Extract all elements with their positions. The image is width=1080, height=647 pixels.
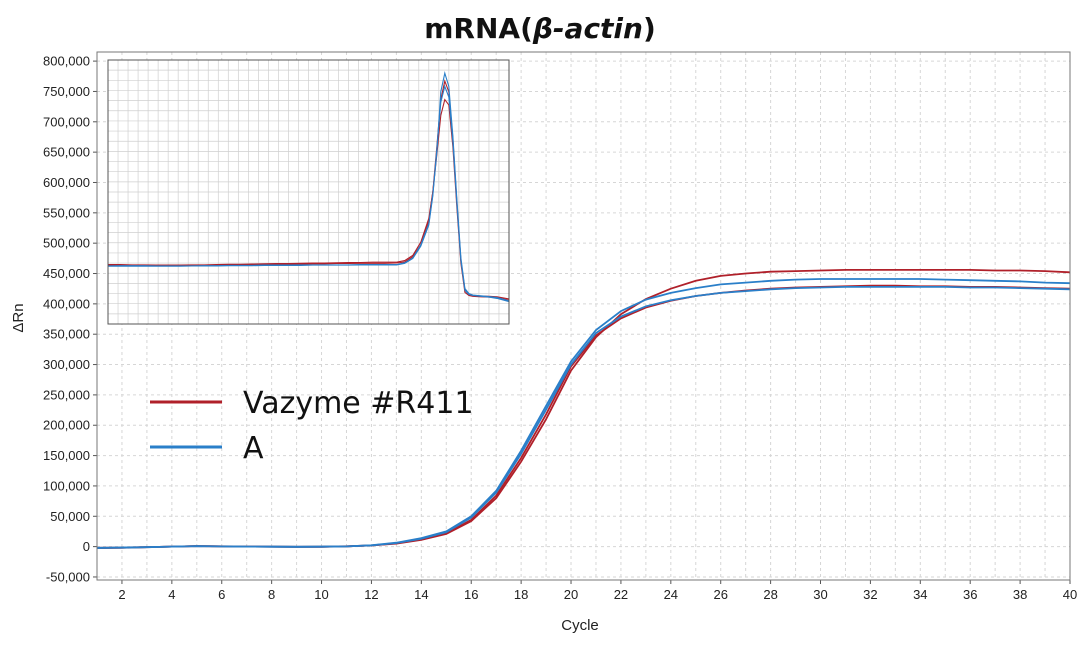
x-tick-label: 18 xyxy=(514,587,528,602)
legend-label: A xyxy=(243,431,264,466)
y-tick-label: 400,000 xyxy=(43,296,90,311)
y-tick-label: 700,000 xyxy=(43,114,90,129)
x-tick-label: 28 xyxy=(763,587,777,602)
x-tick-label: 32 xyxy=(863,587,877,602)
x-tick-label: 34 xyxy=(913,587,927,602)
x-tick-label: 30 xyxy=(813,587,827,602)
y-tick-label: 350,000 xyxy=(43,327,90,342)
inset-series-line xyxy=(108,84,510,303)
x-tick-label: 40 xyxy=(1063,587,1077,602)
x-axis-label: Cycle xyxy=(561,617,599,634)
x-tick-label: 10 xyxy=(314,587,328,602)
y-tick-label: 250,000 xyxy=(43,387,90,402)
legend-label: Vazyme #R411 xyxy=(243,386,474,421)
series-line xyxy=(96,285,1071,549)
x-tick-label: 4 xyxy=(168,587,175,602)
y-tick-label: 450,000 xyxy=(43,266,90,281)
x-tick-label: 16 xyxy=(464,587,478,602)
x-tick-label: 38 xyxy=(1013,587,1027,602)
inset-border xyxy=(107,59,510,325)
melt-curve-inset xyxy=(107,59,510,325)
x-tick-label: 14 xyxy=(414,587,428,602)
series-layer xyxy=(96,268,1071,549)
y-axis-label: ΔRn xyxy=(10,303,27,332)
x-tick-label: 12 xyxy=(364,587,378,602)
x-tick-label: 26 xyxy=(713,587,727,602)
y-tick-label: -50,000 xyxy=(46,569,90,584)
y-tick-label: 500,000 xyxy=(43,236,90,251)
x-tick-label: 8 xyxy=(268,587,275,602)
legend: Vazyme #R411 A xyxy=(150,386,474,466)
plot-border xyxy=(96,51,1071,581)
y-tick-label: 600,000 xyxy=(43,175,90,190)
y-tick-label: 550,000 xyxy=(43,205,90,220)
x-tick-label: 36 xyxy=(963,587,977,602)
axes: 2 4 6 8 10 12 14 16 18 20 22 24 26 28 30 32 34 36 38 40-50,… xyxy=(43,51,1077,602)
y-tick-label: 100,000 xyxy=(43,478,90,493)
y-tick-label: 750,000 xyxy=(43,84,90,99)
y-tick-label: 300,000 xyxy=(43,357,90,372)
y-tick-label: 50,000 xyxy=(50,509,90,524)
x-tick-label: 20 xyxy=(564,587,578,602)
y-tick-label: 200,000 xyxy=(43,418,90,433)
x-tick-label: 24 xyxy=(664,587,678,602)
y-tick-label: 800,000 xyxy=(43,54,90,69)
y-tick-label: 650,000 xyxy=(43,145,90,160)
x-tick-label: 22 xyxy=(614,587,628,602)
chart-title: mRNA(β-actin) xyxy=(424,12,656,45)
x-tick-label: 2 xyxy=(118,587,125,602)
y-tick-label: 0 xyxy=(83,539,90,554)
x-tick-label: 6 xyxy=(218,587,225,602)
y-tick-label: 150,000 xyxy=(43,448,90,463)
